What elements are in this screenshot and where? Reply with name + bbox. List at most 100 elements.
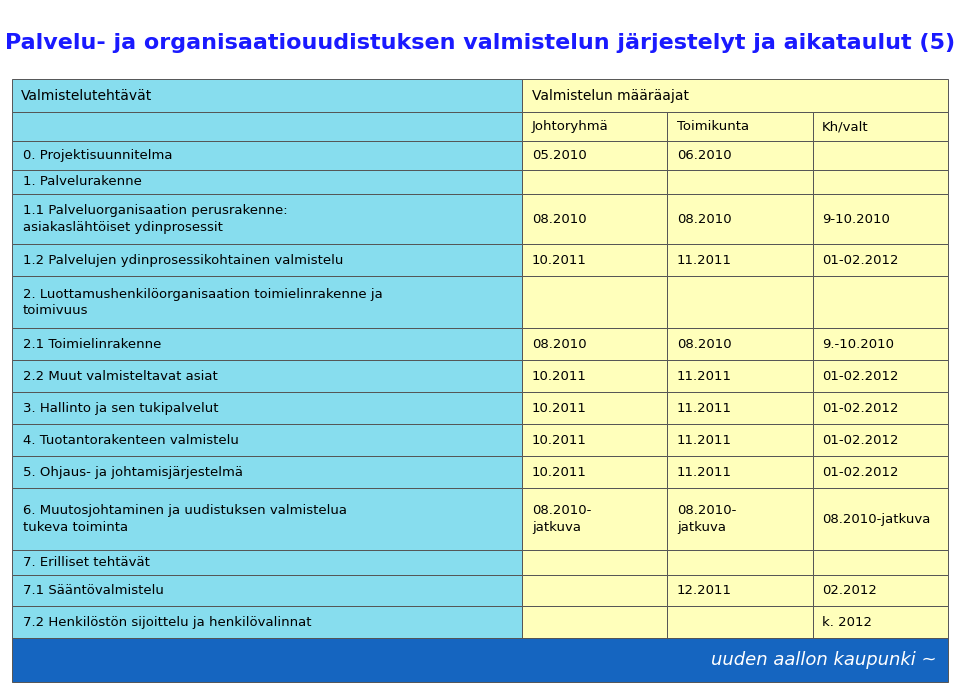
Text: 2. Luottamushenkilöorganisaation toimielinrakenne ja
toimivuus: 2. Luottamushenkilöorganisaation toimiel… — [23, 288, 383, 317]
Text: 11.2011: 11.2011 — [677, 466, 732, 479]
Bar — [522, 276, 667, 328]
Bar — [667, 488, 812, 550]
Bar — [522, 606, 667, 638]
Bar — [812, 245, 948, 276]
Text: 3. Hallinto ja sen tukipalvelut: 3. Hallinto ja sen tukipalvelut — [23, 401, 219, 414]
Bar — [12, 141, 522, 170]
Bar — [667, 550, 812, 575]
Bar — [12, 550, 522, 575]
Bar — [812, 606, 948, 638]
Bar — [667, 575, 812, 606]
Text: 9-10.2010: 9-10.2010 — [822, 212, 890, 225]
Bar — [667, 170, 812, 194]
Bar — [12, 194, 522, 245]
Bar — [522, 424, 667, 456]
Bar — [522, 328, 667, 360]
Bar — [522, 456, 667, 488]
Bar — [667, 245, 812, 276]
Bar — [522, 245, 667, 276]
Bar — [522, 141, 667, 170]
Bar — [667, 424, 812, 456]
Bar — [667, 141, 812, 170]
Bar — [12, 638, 948, 682]
Text: 11.2011: 11.2011 — [677, 370, 732, 383]
Text: 08.2010: 08.2010 — [532, 212, 587, 225]
Text: 08.2010-
jatkuva: 08.2010- jatkuva — [532, 504, 591, 534]
Bar — [667, 194, 812, 245]
Text: uuden aallon kaupunki ~: uuden aallon kaupunki ~ — [711, 651, 937, 669]
Text: 08.2010-jatkuva: 08.2010-jatkuva — [822, 512, 930, 525]
Text: 01-02.2012: 01-02.2012 — [822, 434, 899, 447]
Text: 05.2010: 05.2010 — [532, 149, 587, 162]
Bar — [12, 328, 522, 360]
Text: 10.2011: 10.2011 — [532, 253, 587, 266]
Text: 06.2010: 06.2010 — [677, 149, 732, 162]
Text: 1. Palvelurakenne: 1. Palvelurakenne — [23, 175, 142, 188]
Bar — [12, 575, 522, 606]
Bar — [522, 112, 667, 141]
Text: 7.1 Sääntövalmistelu: 7.1 Sääntövalmistelu — [23, 584, 164, 597]
Text: 11.2011: 11.2011 — [677, 434, 732, 447]
Bar — [522, 79, 948, 112]
Text: 5. Ohjaus- ja johtamisjärjestelmä: 5. Ohjaus- ja johtamisjärjestelmä — [23, 466, 243, 479]
Bar — [812, 456, 948, 488]
Text: 10.2011: 10.2011 — [532, 466, 587, 479]
Bar — [812, 194, 948, 245]
Bar — [12, 276, 522, 328]
Bar — [522, 550, 667, 575]
Bar — [12, 606, 522, 638]
Text: 08.2010: 08.2010 — [677, 212, 732, 225]
Bar — [812, 393, 948, 424]
Bar — [12, 456, 522, 488]
Bar — [12, 245, 522, 276]
Bar — [522, 488, 667, 550]
Text: k. 2012: k. 2012 — [822, 616, 873, 629]
Text: 01-02.2012: 01-02.2012 — [822, 253, 899, 266]
Bar — [522, 170, 667, 194]
Text: 08.2010: 08.2010 — [677, 338, 732, 351]
Text: Johtoryhmä: Johtoryhmä — [532, 120, 609, 133]
Bar — [522, 575, 667, 606]
Text: 7.2 Henkilöstön sijoittelu ja henkilövalinnat: 7.2 Henkilöstön sijoittelu ja henkilöval… — [23, 616, 312, 629]
Text: 10.2011: 10.2011 — [532, 370, 587, 383]
Bar — [12, 112, 522, 141]
Text: 01-02.2012: 01-02.2012 — [822, 466, 899, 479]
Text: 9.-10.2010: 9.-10.2010 — [822, 338, 894, 351]
Text: 12.2011: 12.2011 — [677, 584, 732, 597]
Text: 7. Erilliset tehtävät: 7. Erilliset tehtävät — [23, 556, 150, 569]
Text: 2.1 Toimielinrakenne: 2.1 Toimielinrakenne — [23, 338, 161, 351]
Bar — [667, 328, 812, 360]
Bar — [812, 112, 948, 141]
Text: 0. Projektisuunnitelma: 0. Projektisuunnitelma — [23, 149, 173, 162]
Text: 2.2 Muut valmisteltavat asiat: 2.2 Muut valmisteltavat asiat — [23, 370, 218, 383]
Text: 08.2010: 08.2010 — [532, 338, 587, 351]
Text: Toimikunta: Toimikunta — [677, 120, 749, 133]
Bar — [12, 424, 522, 456]
Bar — [522, 360, 667, 393]
Text: 02.2012: 02.2012 — [822, 584, 877, 597]
Text: 01-02.2012: 01-02.2012 — [822, 401, 899, 414]
Text: 6. Muutosjohtaminen ja uudistuksen valmistelua
tukeva toiminta: 6. Muutosjohtaminen ja uudistuksen valmi… — [23, 504, 348, 534]
Bar — [812, 488, 948, 550]
Text: Palvelu- ja organisaatiouudistuksen valmistelun järjestelyt ja aikataulut (5): Palvelu- ja organisaatiouudistuksen valm… — [5, 33, 955, 53]
Bar — [812, 141, 948, 170]
Text: 10.2011: 10.2011 — [532, 434, 587, 447]
Text: 08.2010-
jatkuva: 08.2010- jatkuva — [677, 504, 736, 534]
Text: Valmistelutehtävät: Valmistelutehtävät — [21, 88, 153, 103]
Text: 11.2011: 11.2011 — [677, 253, 732, 266]
Bar — [12, 488, 522, 550]
Bar — [667, 393, 812, 424]
Text: 1.1 Palveluorganisaation perusrakenne:
asiakaslähtöiset ydinprosessit: 1.1 Palveluorganisaation perusrakenne: a… — [23, 204, 288, 234]
Bar — [522, 194, 667, 245]
Text: 01-02.2012: 01-02.2012 — [822, 370, 899, 383]
Bar — [12, 170, 522, 194]
Text: 1.2 Palvelujen ydinprosessikohtainen valmistelu: 1.2 Palvelujen ydinprosessikohtainen val… — [23, 253, 344, 266]
Bar — [12, 393, 522, 424]
Bar — [812, 550, 948, 575]
Bar — [667, 456, 812, 488]
Bar — [812, 276, 948, 328]
Bar — [812, 328, 948, 360]
Text: 4. Tuotantorakenteen valmistelu: 4. Tuotantorakenteen valmistelu — [23, 434, 239, 447]
Bar — [812, 575, 948, 606]
Bar — [667, 606, 812, 638]
